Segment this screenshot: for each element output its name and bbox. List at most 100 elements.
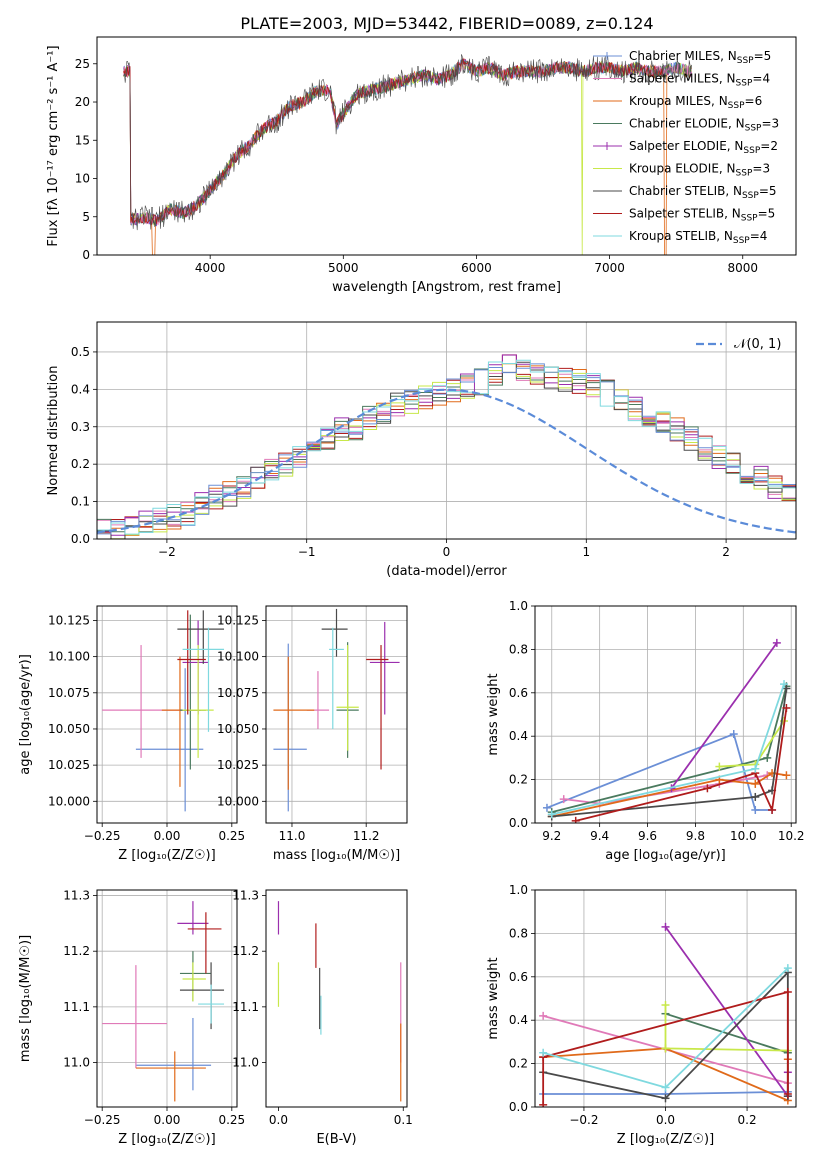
- legend-eq: =: [754, 49, 764, 63]
- x-axis-label: mass [log₁₀(M/M☉)]: [273, 848, 400, 863]
- x-tick-label: 9.4: [590, 829, 609, 843]
- panel-mass_vs_Z: −0.25 0.00 0.25 11.0 11.1 11.2 11.3 Z [log₁₀(Z/…: [18, 889, 245, 1147]
- plot-area: [102, 901, 225, 1102]
- x-axis-label: wavelength [Angstrom, rest frame]: [332, 280, 561, 295]
- legend-eq: =: [745, 94, 755, 108]
- legend-model-name: Salpeter STELIB,: [629, 207, 732, 221]
- legend-eq: =: [760, 139, 770, 153]
- legend-entry: Kroupa MILES, NSSP=6: [629, 94, 762, 111]
- axes-frame: [96, 889, 238, 1108]
- x-tick-label: 9.8: [686, 829, 705, 843]
- plot-area: [542, 638, 791, 823]
- y-tick-label: 0.3: [71, 420, 90, 434]
- weight-line-kroupa-stelib: [551, 683, 785, 816]
- y-tick-label: 0.2: [509, 773, 528, 787]
- histogram-kroupa-stelib: [97, 359, 796, 535]
- legend-nssp-value: 5: [769, 184, 777, 198]
- y-tick-label: 11.2: [232, 944, 259, 958]
- y-tick-label: 0.0: [509, 816, 528, 830]
- weight-line-chabrier-elodie: [665, 1012, 789, 1054]
- x-axis-label: age [log₁₀(age/yr)]: [605, 848, 726, 863]
- panel-mass_vs_ebv: 0.0 0.1 11.0 11.1 11.2 11.3 E(B-V): [232, 889, 413, 1147]
- legend-eq: =: [761, 117, 771, 131]
- legend-nssp-value: 4: [760, 229, 768, 243]
- y-tick-label: 11.1: [232, 1000, 259, 1014]
- plot-area: [273, 608, 400, 812]
- legend-model-name: Kroupa ELODIE,: [629, 162, 727, 176]
- x-tick-label: 0.2: [738, 1113, 757, 1127]
- x-tick-label: −1: [298, 545, 316, 559]
- histogram-salpeter-elodie: [97, 354, 796, 536]
- y-tick-label: 10.075: [217, 686, 259, 700]
- x-tick-label: 0.00: [154, 829, 181, 843]
- histogram-salpeter-stelib: [97, 354, 796, 539]
- axes-frame: [265, 889, 408, 1108]
- legend-n: N: [728, 49, 737, 63]
- x-tick-label: −0.25: [84, 829, 121, 843]
- y-tick-label: 10.050: [217, 722, 259, 736]
- x-tick-label: −2: [158, 545, 176, 559]
- x-tick-label: 8000: [727, 261, 758, 275]
- y-tick-label: 0: [82, 248, 90, 262]
- x-tick-label: 11.2: [353, 829, 380, 843]
- legend-model-name: Salpeter MILES,: [629, 72, 727, 86]
- x-axis-label: Z [log₁₀(Z/Z☉)]: [617, 1132, 714, 1147]
- y-tick-label: 0.8: [509, 642, 528, 656]
- x-tick-label: 9.2: [542, 829, 561, 843]
- legend-entry: Kroupa STELIB, NSSP=4: [629, 229, 767, 246]
- legend-model-name: Chabrier MILES,: [629, 49, 728, 63]
- x-axis-label: Z [log₁₀(Z/Z☉)]: [118, 1132, 215, 1147]
- y-tick-label: 0.5: [71, 345, 90, 359]
- legend-n: N: [724, 229, 733, 243]
- legend-nssp-value: 3: [762, 162, 770, 176]
- axes-frame: [534, 605, 797, 824]
- x-tick-label: 10.2: [778, 829, 805, 843]
- y-axis-label: mass weight: [486, 957, 501, 1039]
- x-tick-label: 0.1: [394, 1113, 413, 1127]
- legend-entry: Kroupa ELODIE, NSSP=3: [629, 162, 770, 179]
- legend-nssp-value: 3: [772, 117, 780, 131]
- y-tick-label: 10.075: [48, 686, 90, 700]
- legend-model-name: Kroupa MILES,: [629, 94, 719, 108]
- x-tick-label: 9.6: [638, 829, 657, 843]
- y-tick-label: 10.025: [48, 758, 90, 772]
- y-tick-label: 0.6: [509, 970, 528, 984]
- panel-residuals: −2 −1 0 1 2 0.0 0.1 0.2 0.3 0.4 0.5 (data-model)/er…: [46, 321, 797, 579]
- x-tick-label: 0.00: [154, 1113, 181, 1127]
- legend-ssp-subscript: SSP: [737, 56, 754, 66]
- axes-frame: [96, 321, 797, 540]
- legend-nssp-value: 4: [762, 72, 770, 86]
- y-axis-label: Flux [fλ 10⁻¹⁷ erg cm⁻² s⁻¹ A⁻¹]: [46, 45, 61, 246]
- plot-area: [277, 901, 402, 1102]
- y-tick-label: 10: [75, 172, 90, 186]
- legend-nssp-value: 2: [770, 139, 778, 153]
- x-tick-label: 0: [443, 545, 451, 559]
- y-tick-label: 10.050: [48, 722, 90, 736]
- y-axis-label: mass [log₁₀(M/M☉)]: [18, 935, 33, 1062]
- y-tick-label: 10.000: [217, 794, 259, 808]
- y-tick-label: 11.0: [63, 1055, 90, 1069]
- legend-nssp-value: 5: [768, 207, 776, 221]
- x-tick-label: 7000: [594, 261, 625, 275]
- axes-frame: [96, 36, 797, 256]
- y-tick-label: 10.125: [217, 613, 259, 627]
- legend-entry: Salpeter ELODIE, NSSP=2: [629, 139, 778, 156]
- axes-frame: [534, 889, 797, 1108]
- axes-frame: [265, 605, 408, 824]
- legend-eq: =: [758, 207, 768, 221]
- spectrum-line-kroupa-miles: [123, 58, 692, 255]
- histogram-salpeter-miles: [97, 354, 796, 526]
- y-tick-label: 10.025: [217, 758, 259, 772]
- legend-eq: =: [759, 184, 769, 198]
- spectrum-line-chabrier-stelib: [123, 54, 692, 231]
- weight-line-kroupa-elodie: [719, 720, 785, 768]
- plot-area: [539, 922, 792, 1107]
- y-tick-label: 0.2: [71, 457, 90, 471]
- legend-ssp-subscript: SSP: [741, 214, 758, 224]
- y-tick-label: 0.0: [71, 532, 90, 546]
- legend-entry: Salpeter MILES, NSSP=4: [629, 72, 770, 89]
- y-tick-label: 1.0: [509, 599, 528, 613]
- panels: 4000 5000 6000 7000 80000510152025wavelength…: [18, 36, 805, 1147]
